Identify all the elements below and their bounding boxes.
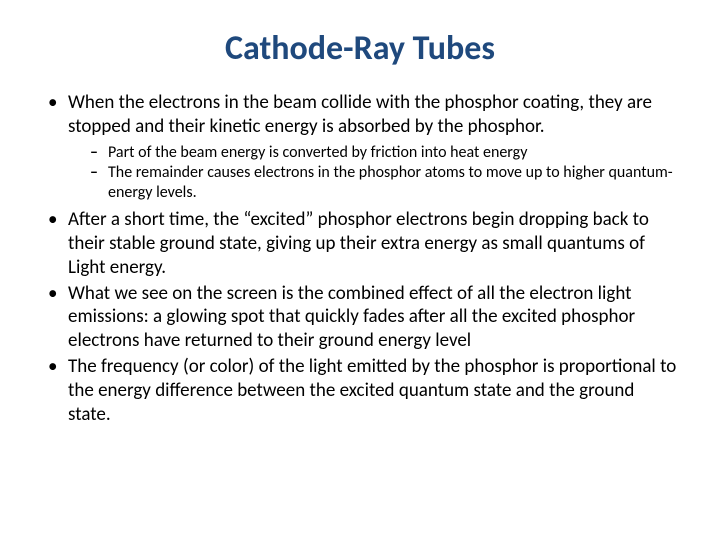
sub-bullet-text: The remainder causes electrons in the ph… bbox=[108, 163, 673, 202]
list-item: What we see on the screen is the combine… bbox=[40, 282, 680, 353]
list-item: The remainder causes electrons in the ph… bbox=[86, 163, 680, 202]
list-item: Part of the beam energy is converted by … bbox=[86, 143, 680, 163]
bullet-list-level1: When the electrons in the beam collide w… bbox=[40, 91, 680, 426]
bullet-text: The frequency (or color) of the light em… bbox=[68, 355, 676, 426]
sub-bullet-text: Part of the beam energy is converted by … bbox=[108, 143, 527, 162]
list-item: When the electrons in the beam collide w… bbox=[40, 91, 680, 202]
slide: Cathode-Ray Tubes When the electrons in … bbox=[0, 0, 720, 540]
bullet-list-level2: Part of the beam energy is converted by … bbox=[68, 143, 680, 203]
bullet-text: When the electrons in the beam collide w… bbox=[68, 91, 652, 138]
list-item: After a short time, the “excited” phosph… bbox=[40, 208, 680, 279]
bullet-text: After a short time, the “excited” phosph… bbox=[68, 208, 649, 279]
slide-title: Cathode-Ray Tubes bbox=[40, 28, 680, 69]
list-item: The frequency (or color) of the light em… bbox=[40, 355, 680, 426]
bullet-text: What we see on the screen is the combine… bbox=[68, 282, 635, 353]
